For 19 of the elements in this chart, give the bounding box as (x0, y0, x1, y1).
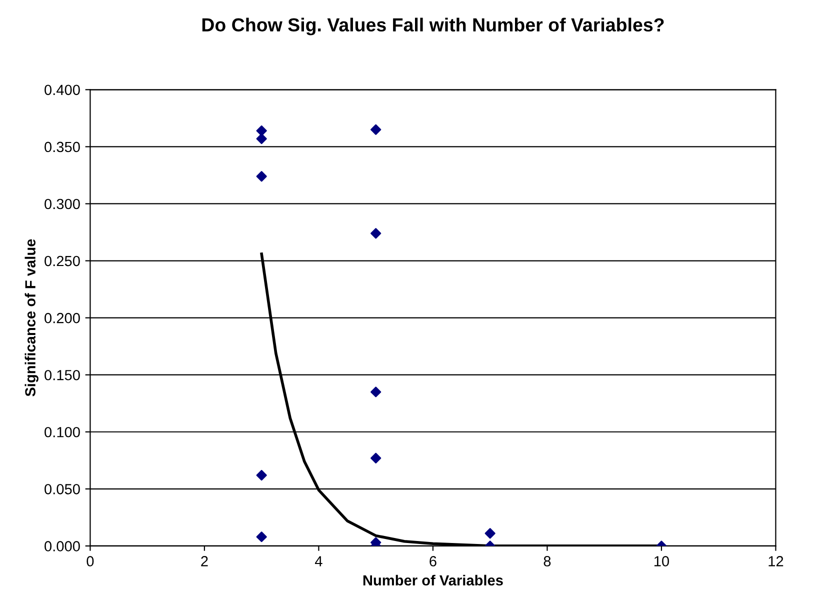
x-tick-label: 12 (768, 556, 784, 566)
x-tick-label: 10 (654, 556, 670, 566)
y-tick-label: 0.050 (44, 484, 80, 494)
x-tick-label: 4 (314, 556, 322, 566)
y-tick-label: 0.300 (44, 198, 80, 210)
x-tick-label: 6 (430, 556, 436, 566)
x-tick-label: 8 (544, 556, 551, 566)
x-axis-title: Number of Variables (363, 574, 503, 586)
chart-title: Do Chow Sig. Values Fall with Number of Variables? (202, 18, 664, 36)
x-tick-label: 2 (201, 556, 208, 566)
y-tick-label: 0.150 (44, 370, 80, 380)
y-tick-label: 0.000 (44, 541, 80, 552)
y-tick-label: 0.200 (44, 312, 80, 324)
y-tick-label: 0.400 (44, 84, 80, 96)
y-tick-label: 0.350 (44, 142, 80, 152)
y-tick-label: 0.100 (44, 426, 80, 438)
x-tick-label: 0 (86, 556, 94, 566)
y-axis-title: Significance of F value (24, 239, 38, 396)
y-tick-label: 0.250 (44, 256, 80, 266)
